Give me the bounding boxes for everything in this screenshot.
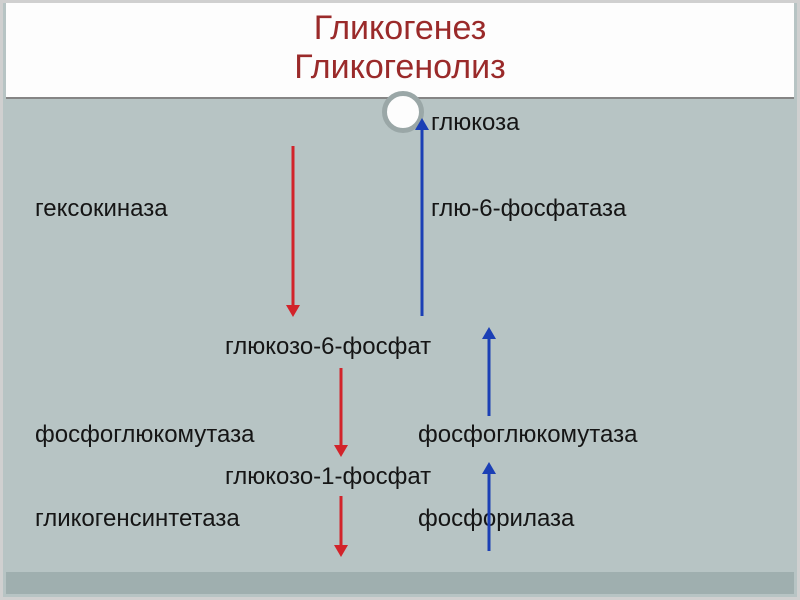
title-line-1: Гликогенез (6, 9, 794, 48)
slide: Гликогенез Гликогенолиз глюкоза гексокин… (0, 0, 800, 600)
arrow-blue-3 (481, 463, 497, 551)
arrow-red-3 (333, 496, 349, 556)
title-band: Гликогенез Гликогенолиз (6, 3, 794, 99)
label-g6p: глюкозо-6-фосфат (225, 333, 431, 361)
arrow-blue-1 (414, 119, 430, 316)
label-pgm-right: фосфоглюкомутаза (418, 421, 637, 449)
label-gsynthase: гликогенсинтетаза (35, 505, 240, 533)
arrow-red-2 (333, 368, 349, 456)
label-g6phosphatase: глю-6-фосфатаза (431, 195, 626, 223)
label-pgm-left: фосфоглюкомутаза (35, 421, 254, 449)
arrow-blue-2 (481, 328, 497, 416)
title-line-2: Гликогенолиз (6, 48, 794, 87)
footer-band (6, 572, 794, 594)
label-g1p: глюкозо-1-фосфат (225, 463, 431, 491)
label-glucose: глюкоза (431, 109, 519, 137)
label-hexokinase: гексокиназа (35, 195, 168, 223)
arrow-red-1 (285, 146, 301, 316)
